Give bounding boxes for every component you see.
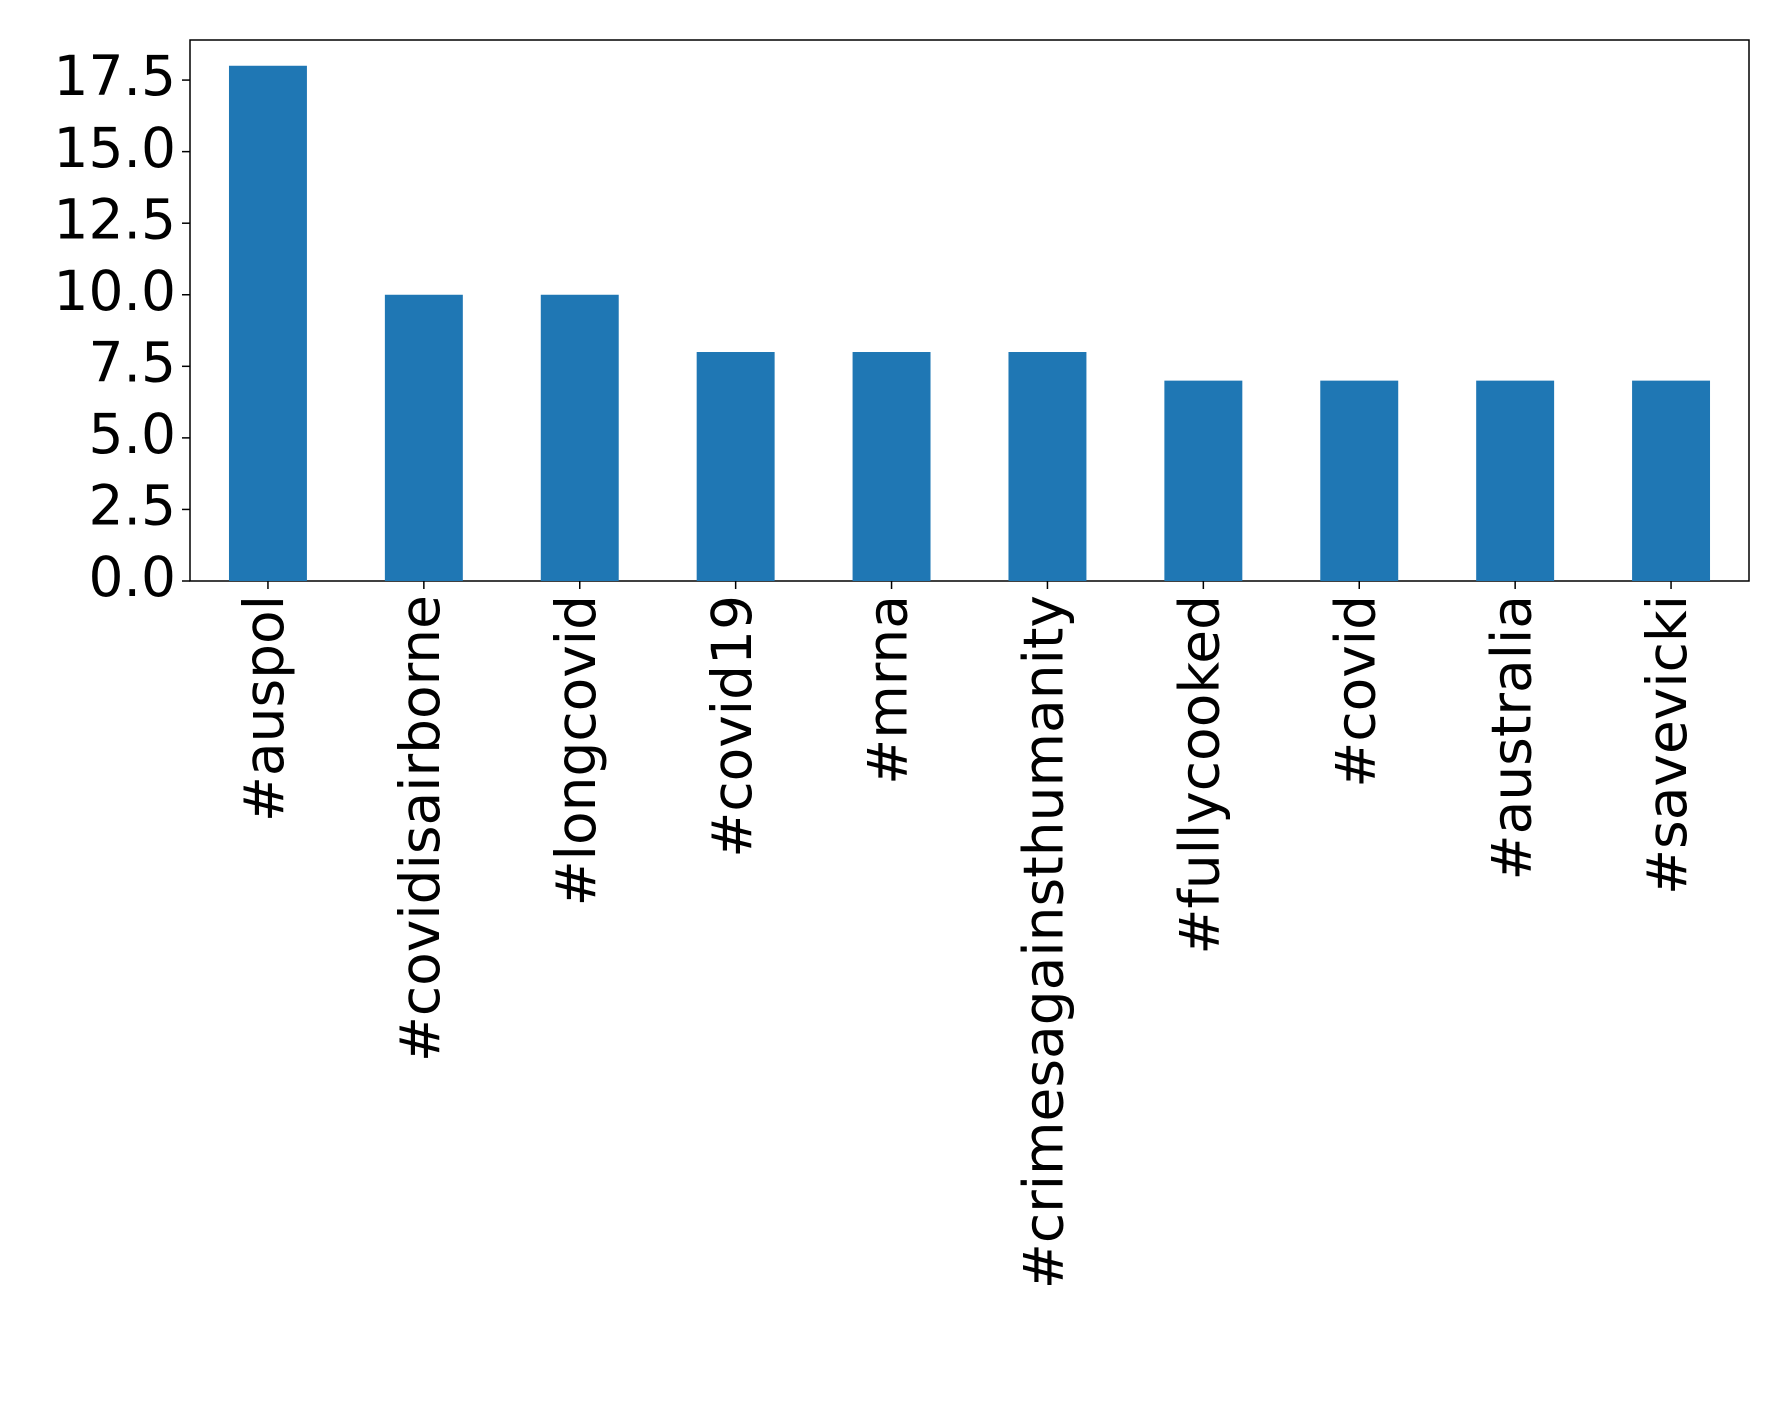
bar bbox=[1632, 380, 1711, 581]
x-tick-label: #covid bbox=[1323, 595, 1387, 788]
bar bbox=[852, 352, 931, 581]
y-tick-label: 2.5 bbox=[89, 474, 176, 538]
y-tick-label: 0.0 bbox=[89, 545, 176, 609]
bar bbox=[1476, 380, 1555, 581]
y-tick-label: 17.5 bbox=[54, 44, 176, 108]
bar bbox=[1164, 380, 1243, 581]
bar bbox=[696, 352, 775, 581]
x-tick-label: #covidisairborne bbox=[388, 595, 452, 1062]
bar bbox=[384, 294, 463, 581]
bar bbox=[1008, 352, 1087, 581]
x-tick-label: #fullycooked bbox=[1167, 595, 1231, 955]
plot-frame bbox=[189, 39, 1750, 582]
x-tick-label: #mrna bbox=[856, 595, 920, 785]
y-tick-label: 15.0 bbox=[54, 116, 176, 180]
x-tick-label: #savevicki bbox=[1635, 595, 1699, 895]
x-tick-label: #australia bbox=[1479, 595, 1543, 880]
y-tick-label: 7.5 bbox=[89, 330, 176, 394]
y-tick-label: 5.0 bbox=[89, 402, 176, 466]
bar bbox=[1320, 380, 1399, 581]
y-tick-label: 10.0 bbox=[54, 259, 176, 323]
y-tick-label: 12.5 bbox=[54, 187, 176, 251]
x-tick-label: #longcovid bbox=[544, 595, 608, 906]
bar bbox=[540, 294, 619, 581]
x-tick-label: #auspol bbox=[232, 595, 296, 822]
x-tick-label: #covid19 bbox=[700, 595, 764, 858]
bar bbox=[228, 65, 307, 581]
x-tick-label: #crimesagainsthumanity bbox=[1012, 595, 1076, 1289]
